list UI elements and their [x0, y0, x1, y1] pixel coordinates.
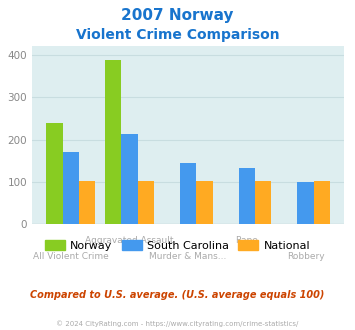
Bar — [180, 163, 196, 224]
Bar — [138, 181, 154, 224]
Bar — [196, 181, 213, 224]
Bar — [297, 182, 314, 224]
Text: Robbery: Robbery — [287, 252, 324, 261]
Text: © 2024 CityRating.com - https://www.cityrating.com/crime-statistics/: © 2024 CityRating.com - https://www.city… — [56, 320, 299, 327]
Bar — [62, 152, 79, 224]
Text: Violent Crime Comparison: Violent Crime Comparison — [76, 28, 279, 42]
Bar — [314, 181, 330, 224]
Bar — [105, 60, 121, 224]
Text: Rape: Rape — [235, 236, 258, 245]
Text: 2007 Norway: 2007 Norway — [121, 8, 234, 23]
Bar — [255, 181, 272, 224]
Bar — [239, 168, 255, 224]
Legend: Norway, South Carolina, National: Norway, South Carolina, National — [40, 236, 315, 255]
Text: Compared to U.S. average. (U.S. average equals 100): Compared to U.S. average. (U.S. average … — [30, 290, 325, 300]
Text: All Violent Crime: All Violent Crime — [33, 252, 109, 261]
Bar — [46, 123, 62, 224]
Text: Murder & Mans...: Murder & Mans... — [149, 252, 227, 261]
Text: Aggravated Assault: Aggravated Assault — [85, 236, 174, 245]
Bar — [79, 181, 95, 224]
Bar — [121, 134, 138, 224]
